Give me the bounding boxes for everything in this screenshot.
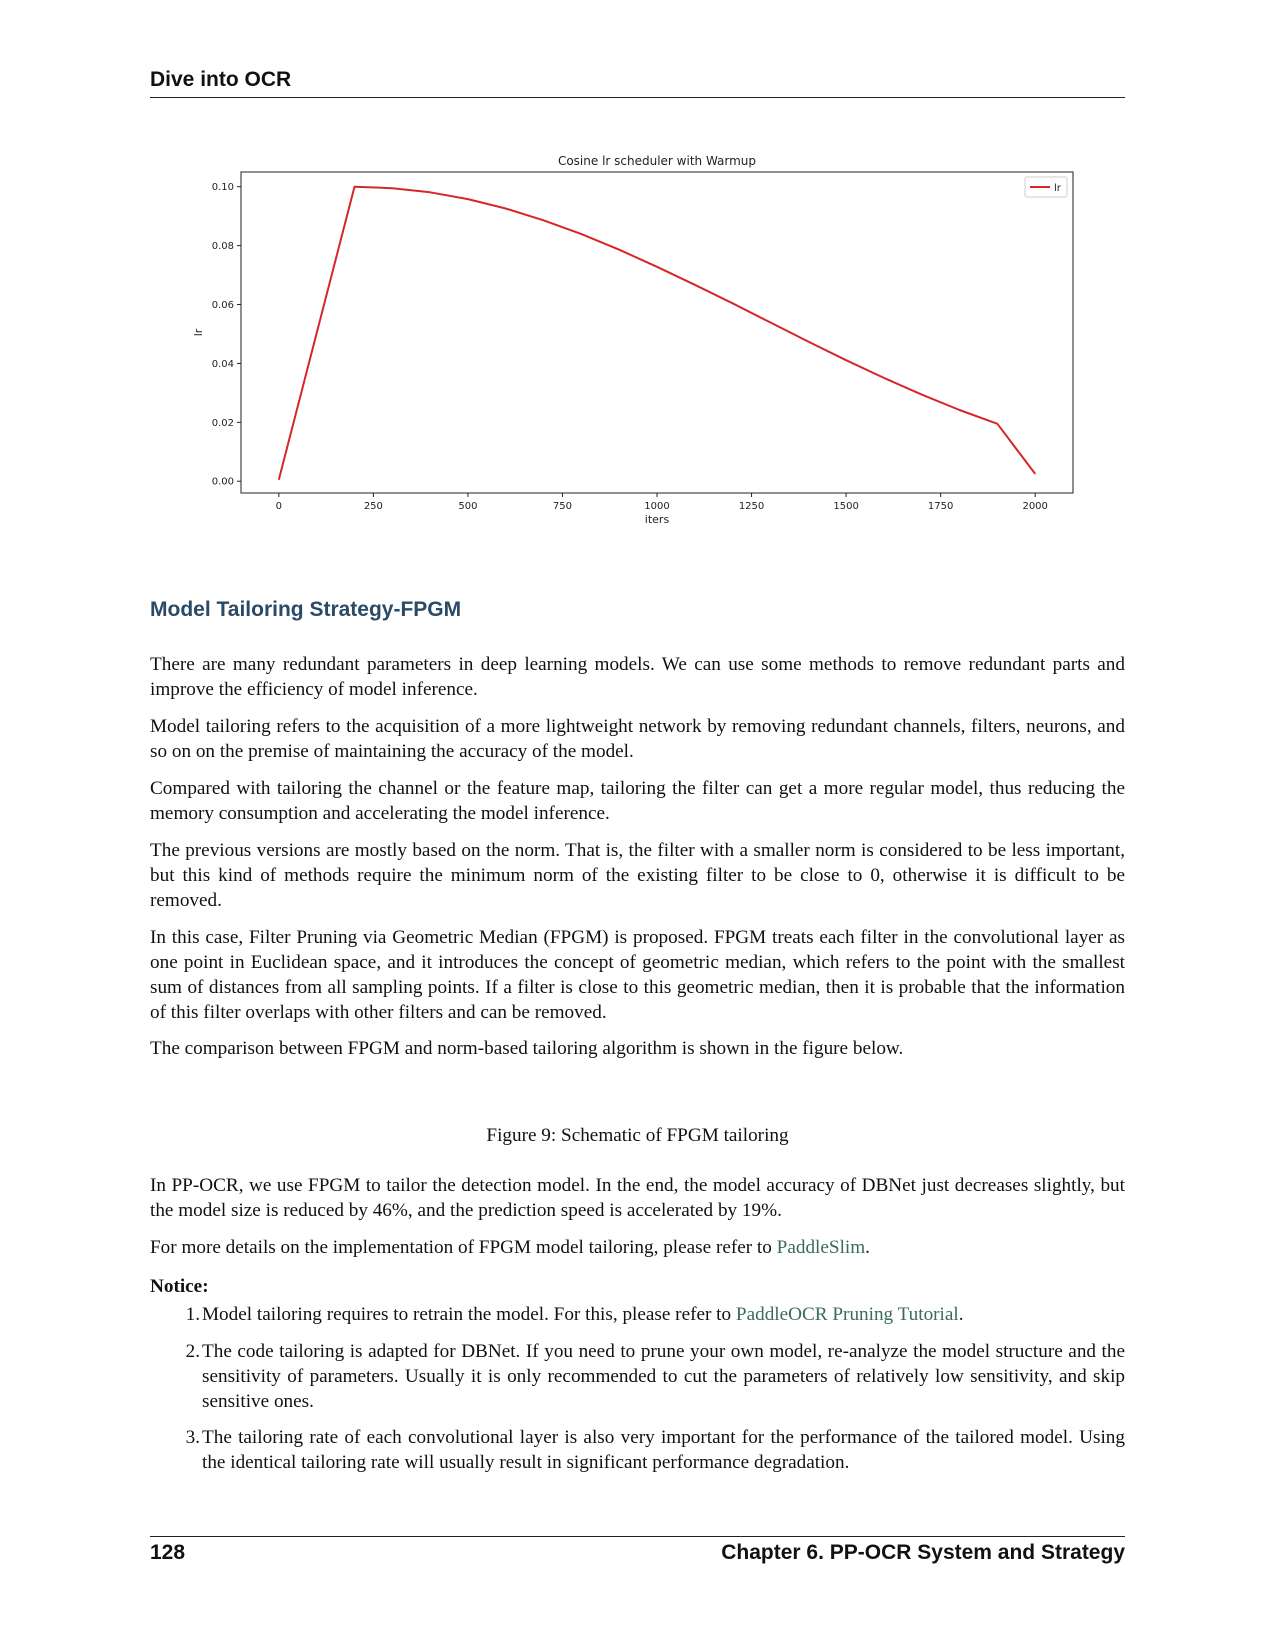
y-tick-label: 0.02 [212,418,234,429]
paragraph-4: The previous versions are mostly based o… [150,840,1125,911]
header-rule [150,97,1125,98]
paragraph-5: In this case, Filter Pruning via Geometr… [150,927,1125,1023]
notice-item-text: The code tailoring is adapted for DBNet.… [202,1341,1125,1412]
footer-rule [150,1536,1125,1537]
running-header-title: Dive into OCR [150,68,292,91]
paragraph-1: There are many redundant parameters in d… [150,654,1125,700]
list-number: 1. [185,1304,200,1325]
y-tick-label: 0.06 [212,300,234,311]
y-tick-label: 0.00 [212,477,234,488]
x-tick-label: 750 [553,501,572,512]
chart-title: Cosine lr scheduler with Warmup [558,154,756,168]
paragraph-8-end: . [865,1237,870,1258]
figure-caption: Figure 9: Schematic of FPGM tailoring [486,1125,789,1146]
x-tick-label: 500 [458,501,477,512]
lr-scheduler-chart: Cosine lr scheduler with Warmup 0 250 500 75… [192,154,1074,526]
notice-item-text: The tailoring rate of each convolutional… [202,1427,1125,1473]
x-tick-label: 0 [276,501,282,512]
paragraph-7: In PP-OCR, we use FPGM to tailor the det… [150,1175,1125,1221]
paddleslim-link[interactable]: PaddleSlim [776,1237,866,1258]
notice-item-1-text: Model tailoring requires to retrain the … [202,1304,736,1325]
plot-frame [240,171,1074,494]
x-axis-label: iters [645,513,670,526]
list-number: 3. [185,1427,200,1448]
x-tick-label: 1000 [644,501,669,512]
x-tick-label: 250 [364,501,383,512]
x-tick-label: 1750 [928,501,953,512]
paragraph-3: Compared with tailoring the channel or t… [150,778,1125,824]
y-tick-label: 0.10 [212,182,234,193]
page-number: 128 [150,1541,186,1564]
x-tick-label: 1250 [739,501,764,512]
y-tick-label: 0.08 [212,241,234,252]
notice-item-1-end: . [958,1304,964,1325]
notice-item-text: Model tailoring requires to retrain the … [202,1302,1125,1327]
series-line-lr [277,185,1036,480]
notice-label: Notice: [150,1276,209,1297]
paragraph-2: Model tailoring refers to the acquisitio… [150,716,1125,762]
x-tick-label: 2000 [1022,501,1047,512]
chapter-title: Chapter 6. PP-OCR System and Strategy [721,1541,1125,1564]
pruning-tutorial-link[interactable]: PaddleOCR Pruning Tutorial [735,1304,959,1325]
paragraph-8: For more details on the implementation o… [150,1235,1125,1260]
paragraph-6: The comparison between FPGM and norm-bas… [150,1038,904,1059]
section-title: Model Tailoring Strategy-FPGM [150,598,462,621]
y-axis-label: lr [192,328,205,336]
y-tick-label: 0.04 [212,359,234,370]
x-tick-label: 1500 [833,501,858,512]
legend-label: lr [1054,183,1062,194]
list-number: 2. [185,1341,200,1362]
paragraph-8-text: For more details on the implementation o… [150,1237,777,1258]
